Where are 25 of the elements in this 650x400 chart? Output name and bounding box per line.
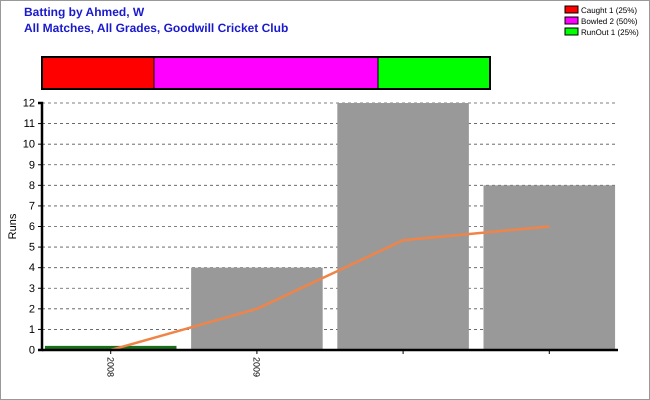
legend-label: Caught 1 (25%) xyxy=(581,6,638,15)
chart-subtitle: All Matches, All Grades, Goodwill Cricket Club xyxy=(24,21,288,35)
y-tick-label: 11 xyxy=(24,118,35,130)
y-tick-label: 8 xyxy=(28,180,35,192)
bar xyxy=(337,103,469,350)
y-tick-label: 5 xyxy=(28,242,35,254)
y-tick-label: 7 xyxy=(28,200,35,212)
bar xyxy=(191,268,323,350)
y-axis-title: Runs xyxy=(7,213,19,240)
x-tick-label: 2009 xyxy=(252,357,262,378)
chart-title: Batting by Ahmed, W xyxy=(24,5,145,19)
y-tick-label: 1 xyxy=(28,324,35,336)
y-tick-label: 2 xyxy=(28,303,35,316)
y-tick-label: 3 xyxy=(28,282,35,295)
y-tick-label: 6 xyxy=(28,221,35,234)
legend-label: Bowled 2 (50%) xyxy=(581,17,638,26)
y-tick-label: 10 xyxy=(22,138,35,151)
y-tick-label: 12 xyxy=(22,98,35,110)
y-tick-label: 9 xyxy=(28,159,35,172)
bar xyxy=(484,185,616,350)
legend-label: RunOut 1 (25%) xyxy=(581,28,640,37)
line-series xyxy=(109,225,551,352)
y-tick-label: 0 xyxy=(28,344,35,357)
x-tick-label: 2008 xyxy=(106,357,116,378)
y-tick-label: 4 xyxy=(28,262,35,274)
